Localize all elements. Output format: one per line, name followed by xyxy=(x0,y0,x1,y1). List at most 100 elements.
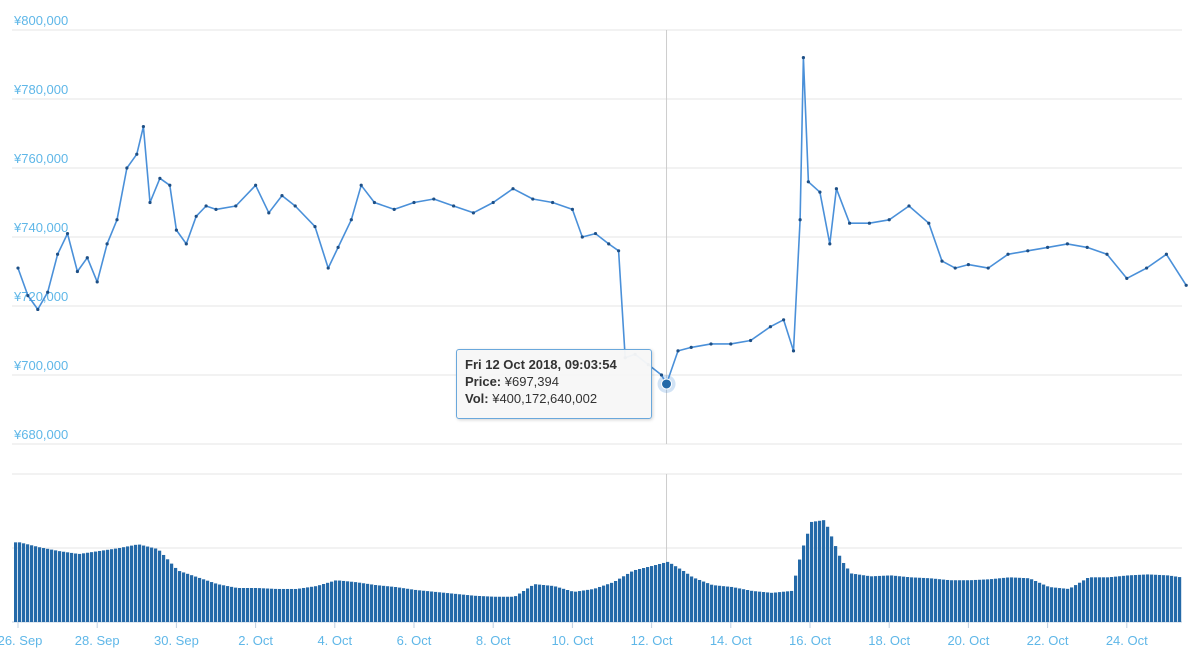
price-point xyxy=(95,280,99,284)
volume-bar xyxy=(290,588,294,622)
volume-bar xyxy=(486,596,490,622)
x-tick-label: 4. Oct xyxy=(317,633,352,648)
price-point xyxy=(1006,252,1010,256)
date-x-axis: 26. Sep 28. Sep 30. Sep 2. Oct 4. Oct 6. Oct 8… xyxy=(0,622,1148,648)
volume-bar xyxy=(1110,577,1114,622)
volume-bar xyxy=(466,595,470,622)
volume-bar xyxy=(830,536,834,622)
volume-bar xyxy=(362,583,366,622)
volume-bar xyxy=(766,592,770,622)
volume-bar xyxy=(402,588,406,622)
volume-bar xyxy=(1146,574,1150,622)
volume-bar xyxy=(238,588,242,622)
price-point xyxy=(56,252,60,256)
volume-bar xyxy=(1118,576,1122,622)
volume-bar xyxy=(826,526,830,622)
tooltip-vol-value: ¥400,172,640,002 xyxy=(492,391,598,406)
volume-bar xyxy=(154,548,158,622)
volume-bar xyxy=(114,548,118,622)
volume-bar xyxy=(150,547,154,622)
volume-bar xyxy=(794,575,798,622)
price-point xyxy=(234,204,238,208)
volume-bar xyxy=(1154,574,1158,622)
x-tick-label: 20. Oct xyxy=(947,633,989,648)
volume-bar xyxy=(546,585,550,622)
volume-bar xyxy=(506,596,510,622)
volume-bar xyxy=(414,589,418,622)
volume-bar xyxy=(726,586,730,622)
volume-bar xyxy=(1042,584,1046,622)
volume-bar xyxy=(742,589,746,622)
volume-bar xyxy=(158,550,162,622)
volume-bar xyxy=(1086,578,1090,622)
volume-bar xyxy=(870,576,874,622)
volume-bar xyxy=(922,577,926,622)
price-point xyxy=(336,245,340,249)
price-point xyxy=(326,266,330,270)
volume-bar xyxy=(434,591,438,622)
price-point xyxy=(135,152,139,156)
volume-bar xyxy=(866,575,870,622)
price-point xyxy=(798,218,802,222)
volume-bar xyxy=(294,588,298,622)
tooltip-price-label: Price: xyxy=(465,374,502,389)
hover-marker[interactable] xyxy=(657,374,676,393)
volume-bar xyxy=(1166,575,1170,622)
volume-bar xyxy=(418,590,422,622)
volume-bar xyxy=(254,588,258,622)
volume-bar xyxy=(906,577,910,622)
volume-bar xyxy=(382,585,386,622)
volume-bar xyxy=(774,592,778,622)
volume-bar xyxy=(842,562,846,622)
price-point xyxy=(412,200,416,205)
volume-bar xyxy=(242,588,246,622)
volume-bar xyxy=(702,581,706,622)
volume-bar xyxy=(270,588,274,622)
volume-bar xyxy=(746,590,750,622)
volume-bar xyxy=(642,568,646,622)
x-tick-label: 2. Oct xyxy=(238,633,273,648)
x-tick-label: 24. Oct xyxy=(1106,633,1148,648)
volume-bar xyxy=(70,552,74,622)
volume-bar xyxy=(750,590,754,622)
price-point xyxy=(372,200,376,205)
volume-bar xyxy=(630,571,634,622)
volume-bar xyxy=(222,585,226,622)
price-point xyxy=(432,197,436,201)
volume-bar xyxy=(334,580,338,622)
price-point xyxy=(214,207,218,211)
volume-bar xyxy=(162,554,166,622)
volume-bar xyxy=(986,579,990,622)
volume-bar xyxy=(882,575,886,622)
volume-bar xyxy=(1034,581,1038,622)
volume-bar xyxy=(1006,577,1010,622)
volume-bar xyxy=(326,582,330,622)
volume-bar xyxy=(938,579,942,622)
price-point xyxy=(791,349,796,353)
volume-bar xyxy=(590,589,594,622)
volume-bar xyxy=(18,542,22,622)
price-point xyxy=(293,204,297,208)
volume-bar xyxy=(1178,577,1182,622)
price-point xyxy=(801,56,806,60)
x-tick-label: 12. Oct xyxy=(631,633,673,648)
volume-bar xyxy=(446,593,450,622)
hover-point xyxy=(661,378,673,390)
price-point xyxy=(359,183,363,187)
volume-bar xyxy=(26,544,30,622)
volume-bar xyxy=(518,593,522,622)
volume-bar xyxy=(126,546,130,622)
volume-bar xyxy=(838,555,842,622)
price-tooltip: Fri 12 Oct 2018, 09:03:54 Price: ¥697,39… xyxy=(456,349,652,419)
price-point xyxy=(1046,245,1050,249)
volume-bar xyxy=(278,588,282,622)
volume-bar xyxy=(994,578,998,622)
volume-bar xyxy=(694,578,698,622)
volume-bar xyxy=(42,548,46,622)
price-point xyxy=(580,235,584,239)
volume-bar xyxy=(394,587,398,622)
x-tick-label: 18. Oct xyxy=(868,633,910,648)
price-point xyxy=(85,256,89,260)
volume-bar xyxy=(1162,575,1166,622)
